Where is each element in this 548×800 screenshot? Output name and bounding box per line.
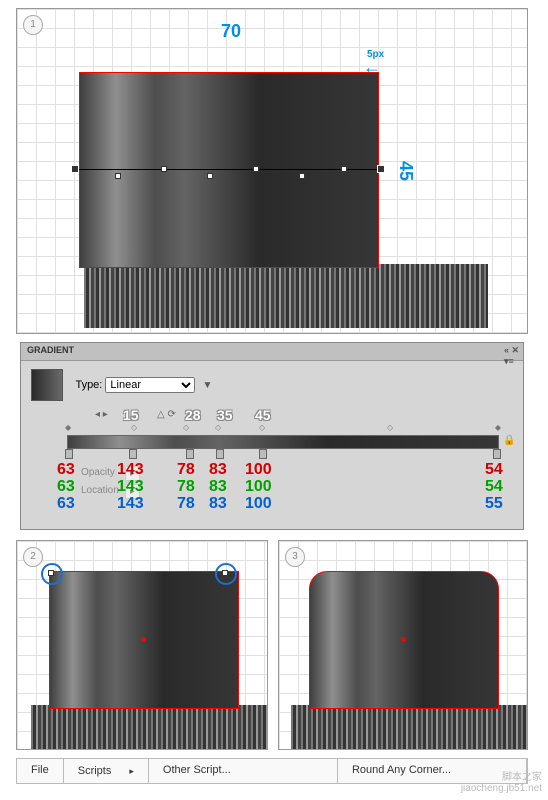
anchor[interactable] bbox=[115, 173, 121, 179]
watermark-line2: jiaocheng.jb51.net bbox=[461, 783, 542, 794]
anchor[interactable] bbox=[161, 166, 167, 172]
panel-step3: 3 bbox=[278, 540, 528, 750]
reverse-icon[interactable]: ◂ ▸ bbox=[95, 409, 108, 420]
watermark: 脚本之家 jiaocheng.jb51.net bbox=[461, 768, 542, 794]
midpoint-icon[interactable]: ◇ bbox=[387, 423, 393, 432]
gradient-panel: GRADIENT « ✕▾≡ Type: Linear ▼ ◂ ▸ 15 △ ⟳… bbox=[20, 342, 524, 530]
stop3-g: 83 bbox=[209, 478, 227, 495]
gradient-title: GRADIENT bbox=[27, 345, 74, 355]
dropdown-icon[interactable]: ▼ bbox=[202, 380, 212, 391]
stop3-b: 83 bbox=[209, 495, 227, 512]
chevron-right-icon: ▸ bbox=[129, 766, 134, 777]
pos-label: 35 bbox=[217, 407, 233, 423]
menu-other-script[interactable]: Other Script... bbox=[149, 759, 338, 783]
gradient-swatch[interactable] bbox=[31, 369, 63, 401]
stop1-b: 143 bbox=[117, 495, 144, 512]
panel-step2: 2 bbox=[16, 540, 268, 750]
midpoint-icon[interactable]: ◇ bbox=[215, 423, 221, 432]
lens-grip bbox=[291, 705, 527, 749]
anchor-start[interactable] bbox=[71, 165, 79, 173]
step2-badge: 2 bbox=[23, 547, 43, 567]
stop1-g: 143 bbox=[117, 478, 144, 495]
anchor-corner[interactable] bbox=[48, 570, 54, 576]
stop5-b: 55 bbox=[485, 495, 503, 512]
type-label: Type: bbox=[75, 379, 102, 391]
lock-icon[interactable]: 🔒 bbox=[503, 435, 515, 446]
center-point bbox=[401, 637, 406, 642]
lens-grip bbox=[31, 705, 267, 749]
height-label: 45 bbox=[395, 161, 416, 181]
step1-badge: 1 bbox=[23, 15, 43, 35]
stop3-r: 83 bbox=[209, 461, 227, 478]
menubar: File Scripts ▸ Other Script... Round Any… bbox=[16, 758, 528, 784]
color-stop[interactable] bbox=[65, 449, 73, 459]
stop5-g: 54 bbox=[485, 478, 503, 495]
color-stop[interactable] bbox=[493, 449, 501, 459]
gradient-type-select[interactable]: Linear bbox=[105, 377, 195, 393]
anchor[interactable] bbox=[207, 173, 213, 179]
location-field-label: Location bbox=[81, 485, 119, 496]
panel-step1: 1 70 5px ← 45 bbox=[16, 8, 528, 334]
stop2-r: 78 bbox=[177, 461, 195, 478]
anchor[interactable] bbox=[299, 173, 305, 179]
color-stop[interactable] bbox=[129, 449, 137, 459]
stop4-r: 100 bbox=[245, 461, 272, 478]
anchor[interactable] bbox=[253, 166, 259, 172]
pos-label: 45 bbox=[255, 407, 271, 423]
pos-label: 15 bbox=[123, 407, 139, 423]
gradient-tab[interactable]: GRADIENT « ✕▾≡ bbox=[21, 343, 523, 361]
center-point bbox=[141, 637, 146, 642]
menu-file[interactable]: File bbox=[17, 759, 64, 783]
anchor[interactable] bbox=[341, 166, 347, 172]
stop5-r: 54 bbox=[485, 461, 503, 478]
stop2-g: 78 bbox=[177, 478, 195, 495]
width-label: 70 bbox=[221, 21, 241, 42]
stop4-g: 100 bbox=[245, 478, 272, 495]
lens-grip bbox=[84, 264, 488, 328]
midpoint-icon[interactable]: ◇ bbox=[183, 423, 189, 432]
stop0-g: 63 bbox=[57, 478, 75, 495]
stop4-b: 100 bbox=[245, 495, 272, 512]
opacity-field-label: Opacity bbox=[81, 467, 115, 478]
step3-badge: 3 bbox=[285, 547, 305, 567]
opacity-stop[interactable]: ◆ bbox=[65, 423, 71, 432]
stop2-b: 78 bbox=[177, 495, 195, 512]
stop0-b: 63 bbox=[57, 495, 75, 512]
color-stop[interactable] bbox=[216, 449, 224, 459]
path-line[interactable] bbox=[75, 169, 383, 170]
pos-label: 28 bbox=[185, 407, 201, 423]
midpoint-icon[interactable]: ◇ bbox=[131, 423, 137, 432]
midpoint-icon[interactable]: ◇ bbox=[259, 423, 265, 432]
menu-scripts-label: Scripts bbox=[78, 765, 112, 777]
watermark-line1: 脚本之家 bbox=[461, 768, 542, 783]
angle-icon[interactable]: △ ⟳ bbox=[157, 409, 176, 420]
anchor-end[interactable] bbox=[377, 165, 385, 173]
lens-body-rect[interactable] bbox=[79, 72, 379, 268]
anchor-corner[interactable] bbox=[222, 570, 228, 576]
color-stop[interactable] bbox=[259, 449, 267, 459]
gradient-slider[interactable] bbox=[67, 435, 499, 449]
opacity-stop[interactable]: ◆ bbox=[495, 423, 501, 432]
stop1-r: 143 bbox=[117, 461, 144, 478]
menu-scripts[interactable]: Scripts ▸ bbox=[64, 759, 149, 783]
color-stop[interactable] bbox=[186, 449, 194, 459]
stop0-r: 63 bbox=[57, 461, 75, 478]
